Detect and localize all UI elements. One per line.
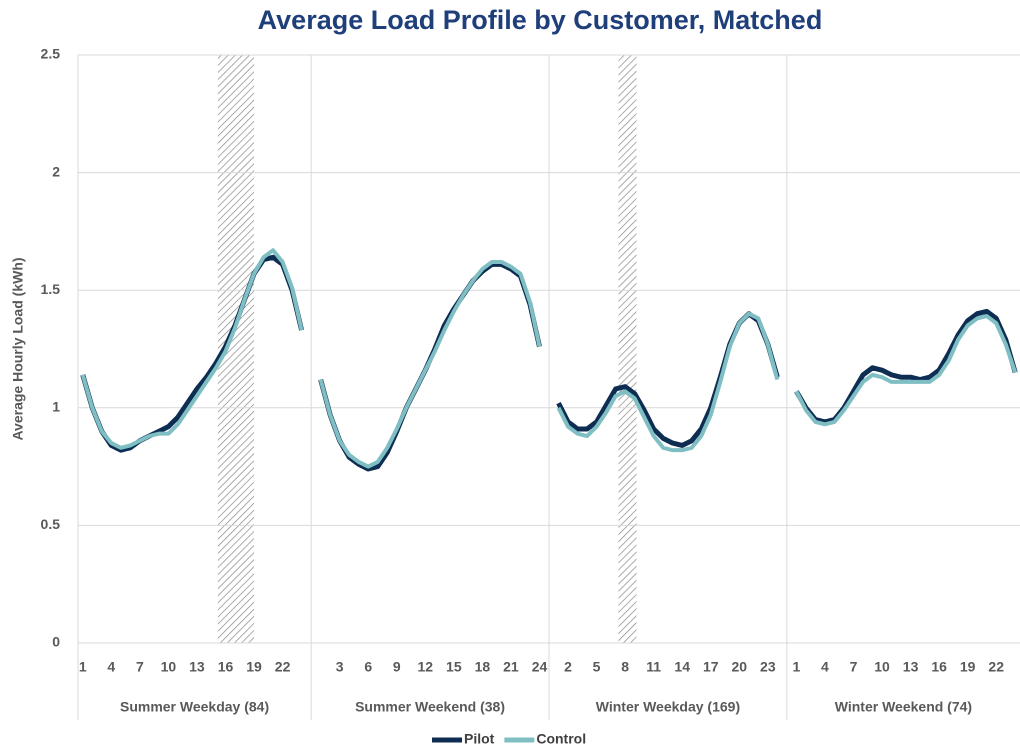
x-tick-label: 16 <box>931 659 947 675</box>
x-tick-label: 10 <box>874 659 890 675</box>
x-tick-label: 17 <box>703 659 719 675</box>
x-tick-label: 4 <box>107 659 115 675</box>
x-tick-label: 9 <box>393 659 401 675</box>
x-tick-label: 2 <box>564 659 572 675</box>
group-label: Winter Weekday (169) <box>596 699 740 715</box>
x-tick-label: 19 <box>246 659 262 675</box>
x-tick-label: 22 <box>275 659 291 675</box>
group-label: Winter Weekend (74) <box>835 699 972 715</box>
x-tick-label: 10 <box>161 659 177 675</box>
legend-label: Pilot <box>464 731 495 747</box>
y-tick-label: 1 <box>52 399 60 415</box>
y-tick-label: 0.5 <box>41 516 61 532</box>
x-tick-label: 12 <box>418 659 434 675</box>
x-tick-label: 13 <box>189 659 205 675</box>
x-tick-label: 15 <box>446 659 462 675</box>
x-tick-label: 18 <box>475 659 491 675</box>
y-tick-label: 1.5 <box>41 281 61 297</box>
peak-shading <box>618 55 637 643</box>
x-tick-label: 5 <box>593 659 601 675</box>
x-tick-label: 24 <box>532 659 548 675</box>
x-tick-label: 1 <box>792 659 800 675</box>
x-tick-label: 13 <box>903 659 919 675</box>
x-tick-label: 14 <box>674 659 690 675</box>
x-tick-label: 23 <box>760 659 776 675</box>
series-line <box>80 248 1018 469</box>
x-tick-label: 19 <box>960 659 976 675</box>
y-axis-title: Average Hourly Load (kWh) <box>10 257 26 440</box>
y-tick-label: 0 <box>52 634 60 650</box>
x-tick-label: 20 <box>732 659 748 675</box>
y-tick-label: 2.5 <box>41 46 61 62</box>
x-tick-label: 3 <box>336 659 344 675</box>
chart-title: Average Load Profile by Customer, Matche… <box>258 5 823 35</box>
x-tick-label: 22 <box>988 659 1004 675</box>
x-tick-label: 21 <box>503 659 519 675</box>
x-tick-label: 6 <box>364 659 372 675</box>
x-tick-label: 8 <box>621 659 629 675</box>
x-tick-label: 1 <box>79 659 87 675</box>
legend-label: Control <box>536 731 586 747</box>
y-tick-label: 2 <box>52 163 60 179</box>
group-label: Summer Weekday (84) <box>120 699 269 715</box>
x-tick-label: 4 <box>821 659 829 675</box>
x-tick-label: 11 <box>646 659 661 675</box>
x-tick-label: 7 <box>850 659 858 675</box>
group-label: Summer Weekend (38) <box>355 699 505 715</box>
x-tick-label: 7 <box>136 659 144 675</box>
x-tick-label: 16 <box>218 659 234 675</box>
